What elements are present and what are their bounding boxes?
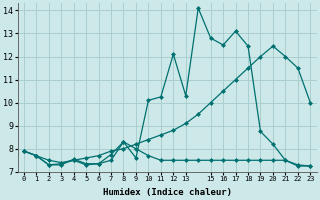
X-axis label: Humidex (Indice chaleur): Humidex (Indice chaleur) bbox=[103, 188, 232, 197]
